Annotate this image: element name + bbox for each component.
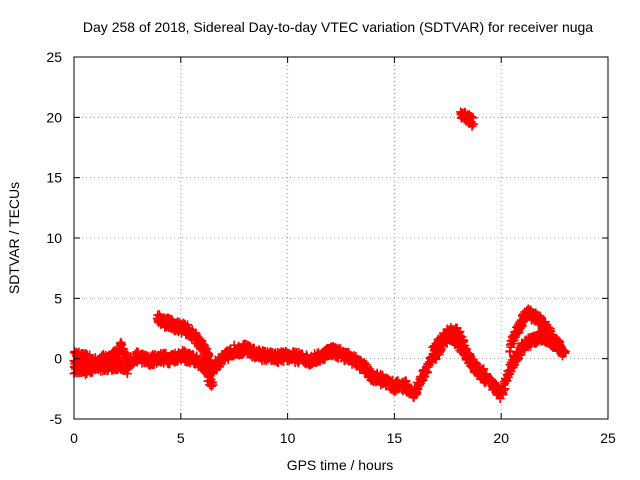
y-tick-label: -5 bbox=[50, 411, 63, 427]
data-point bbox=[560, 346, 570, 356]
x-tick-label: 20 bbox=[493, 430, 509, 446]
y-tick-label: 5 bbox=[54, 290, 62, 306]
y-tick-label: 20 bbox=[46, 109, 62, 125]
series-SDTVAR-lower-branch bbox=[69, 355, 132, 380]
x-tick-label: 10 bbox=[280, 430, 296, 446]
y-tick-label: 25 bbox=[46, 49, 62, 65]
data-point bbox=[468, 119, 478, 129]
data-point bbox=[547, 330, 557, 340]
data-point bbox=[517, 321, 527, 331]
y-axis-label: SDTVAR / TECUs bbox=[6, 182, 22, 294]
x-tick-label: 25 bbox=[600, 430, 616, 446]
chart-title: Day 258 of 2018, Sidereal Day-to-day VTE… bbox=[83, 19, 593, 35]
series-SDTVAR-peak-branch bbox=[428, 323, 489, 383]
axis-ticks bbox=[73, 56, 609, 420]
x-tick-label: 0 bbox=[70, 430, 78, 446]
data-point bbox=[556, 342, 566, 352]
y-tick-labels: -5 0 5 10 15 20 25 bbox=[46, 49, 62, 427]
data-point bbox=[433, 345, 443, 355]
y-tick-label: 0 bbox=[54, 351, 62, 367]
data-points bbox=[69, 107, 570, 403]
data-point bbox=[202, 344, 212, 354]
x-tick-labels: 0 5 10 15 20 25 bbox=[70, 430, 616, 446]
series-SDTVAR-upper-branch bbox=[152, 310, 218, 379]
data-point bbox=[508, 362, 518, 372]
data-point bbox=[479, 371, 489, 381]
data-point bbox=[122, 369, 132, 379]
data-point bbox=[506, 367, 516, 377]
series-SDTVAR bbox=[69, 323, 570, 403]
x-tick-label: 5 bbox=[177, 430, 185, 446]
y-tick-label: 15 bbox=[46, 170, 62, 186]
series-SDTVAR-late-branch bbox=[505, 304, 566, 358]
series-SDTVAR-outlier bbox=[456, 107, 478, 131]
data-point bbox=[500, 384, 510, 394]
x-axis-label: GPS time / hours bbox=[287, 457, 394, 473]
data-point bbox=[208, 380, 218, 390]
series-SDTVAR-dip-branch bbox=[197, 357, 218, 391]
x-tick-label: 15 bbox=[387, 430, 403, 446]
y-tick-label: 10 bbox=[46, 230, 62, 246]
data-point bbox=[540, 317, 550, 327]
